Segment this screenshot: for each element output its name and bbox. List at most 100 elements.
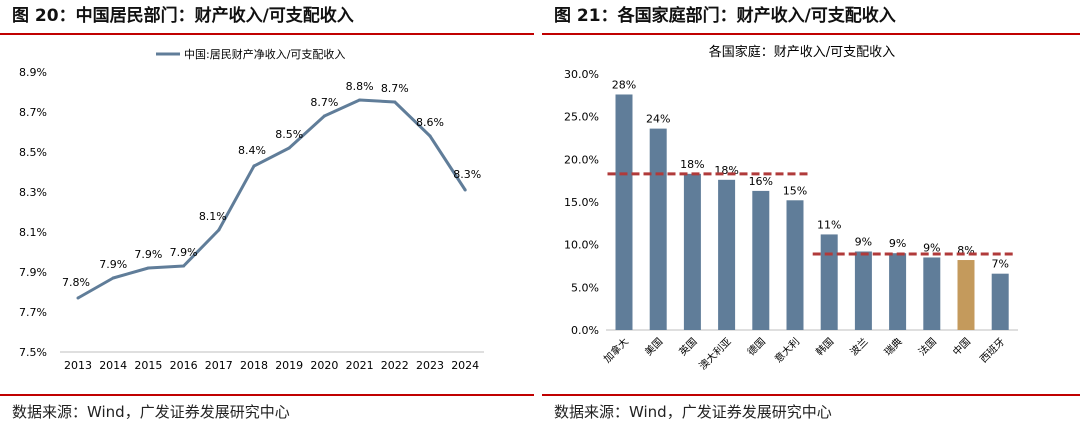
data-label: 8.4% <box>238 144 266 157</box>
data-label: 9% <box>923 241 940 254</box>
y-tick-label: 25.0% <box>564 111 599 124</box>
data-point <box>393 100 397 104</box>
data-label: 8.7% <box>310 96 338 109</box>
data-label: 11% <box>817 218 841 231</box>
x-tick-label: 2019 <box>275 359 303 372</box>
bar <box>615 94 633 330</box>
data-label: 8.1% <box>199 210 227 223</box>
category-label: 波兰 <box>847 335 870 358</box>
category-label: 中国 <box>950 335 973 358</box>
data-label: 8.5% <box>275 128 303 141</box>
category-label: 法国 <box>916 335 939 358</box>
data-label: 7.8% <box>62 276 90 289</box>
y-tick-label: 10.0% <box>564 239 599 252</box>
chart-title: 各国家庭：财产收入/可支配收入 <box>709 44 895 60</box>
x-tick-label: 2015 <box>134 359 162 372</box>
data-point <box>428 134 432 138</box>
data-point <box>76 296 80 300</box>
data-label: 28% <box>612 78 636 91</box>
data-label: 7% <box>991 258 1008 271</box>
bar <box>991 273 1009 330</box>
bar <box>889 253 907 330</box>
data-label: 8.6% <box>416 116 444 129</box>
data-label: 7.9% <box>134 248 162 261</box>
figure-21-panel: 图 21：各国家庭部门：财产收入/可支配收入 各国家庭：财产收入/可支配收入 0.… <box>542 0 1080 429</box>
y-tick-label: 20.0% <box>564 153 599 166</box>
data-label: 24% <box>646 113 670 126</box>
bar <box>854 251 872 330</box>
bar-chart: 各国家庭：财产收入/可支配收入 0.0% 5.0% 10.0% 15.0% 20.0% 25… <box>564 44 1018 372</box>
figure-20-panel: 图 20：中国居民部门：财产收入/可支配收入 中国:居民财产净收入/可支配收入 7… <box>0 0 534 429</box>
bar <box>820 234 838 330</box>
data-point <box>287 146 291 150</box>
x-tick-label: 2013 <box>64 359 92 372</box>
data-point <box>358 98 362 102</box>
category-label: 美国 <box>642 335 665 358</box>
y-tick-label: 30.0% <box>564 68 599 81</box>
data-label: 9% <box>855 235 872 248</box>
bar <box>752 190 770 330</box>
y-tick-label: 7.7% <box>19 306 47 319</box>
x-tick-label: 2022 <box>381 359 409 372</box>
x-tick-label: 2016 <box>170 359 198 372</box>
data-label: 8.7% <box>381 82 409 95</box>
title-rule <box>0 33 534 35</box>
y-tick-label: 8.3% <box>19 186 47 199</box>
data-label: 9% <box>889 237 906 250</box>
category-label: 韩国 <box>813 335 836 358</box>
x-tick-label: 2023 <box>416 359 444 372</box>
y-tick-label: 7.5% <box>19 346 47 359</box>
category-label: 意大利 <box>772 335 802 365</box>
data-point <box>182 264 186 268</box>
data-label: 16% <box>749 175 773 188</box>
bar <box>957 260 975 330</box>
data-label: 7.9% <box>99 258 127 271</box>
x-tick-label: 2024 <box>451 359 479 372</box>
x-tick-label: 2020 <box>310 359 338 372</box>
y-tick-label: 7.9% <box>19 266 47 279</box>
category-label: 英国 <box>676 335 699 358</box>
y-tick-label: 8.1% <box>19 226 47 239</box>
data-point <box>111 276 115 280</box>
data-label: 8.3% <box>453 168 481 181</box>
data-label: 15% <box>783 184 807 197</box>
category-label: 加拿大 <box>601 335 631 365</box>
y-tick-label: 8.5% <box>19 146 47 159</box>
bar <box>649 128 667 330</box>
bar <box>718 179 736 330</box>
source-note: 数据来源：Wind，广发证券发展研究中心 <box>554 403 832 421</box>
data-point <box>217 228 221 232</box>
data-label: 7.9% <box>170 246 198 259</box>
title-rule <box>542 33 1080 35</box>
category-label: 澳大利亚 <box>696 335 733 372</box>
source-note: 数据来源：Wind，广发证券发展研究中心 <box>12 403 290 421</box>
data-point <box>146 266 150 270</box>
figure-title: 图 21：各国家庭部门：财产收入/可支配收入 <box>554 6 896 26</box>
x-tick-label: 2021 <box>346 359 374 372</box>
category-label: 德国 <box>745 335 768 358</box>
x-tick-label: 2014 <box>99 359 127 372</box>
y-tick-label: 8.7% <box>19 106 47 119</box>
data-point <box>252 164 256 168</box>
source-rule <box>542 394 1080 396</box>
bar <box>683 173 701 330</box>
source-rule <box>0 394 534 396</box>
y-tick-label: 15.0% <box>564 196 599 209</box>
category-label: 瑞典 <box>881 335 904 358</box>
y-tick-label: 8.9% <box>19 66 47 79</box>
category-label: 西班牙 <box>978 336 1008 366</box>
x-tick-label: 2018 <box>240 359 268 372</box>
legend-label: 中国:居民财产净收入/可支配收入 <box>184 47 345 61</box>
bar <box>786 200 804 330</box>
data-point <box>463 188 467 192</box>
figure-title: 图 20：中国居民部门：财产收入/可支配收入 <box>12 6 354 26</box>
data-point <box>322 114 326 118</box>
line-chart: 中国:居民财产净收入/可支配收入 7.5% 7.7% 7.9% 8.1% 8.3% 8.5%… <box>19 47 484 372</box>
data-label: 8.8% <box>346 80 374 93</box>
x-tick-label: 2017 <box>205 359 233 372</box>
y-tick-label: 0.0% <box>571 324 599 337</box>
bar <box>923 257 941 330</box>
y-tick-label: 5.0% <box>571 281 599 294</box>
data-label: 18% <box>680 158 704 171</box>
series-line <box>77 98 467 300</box>
